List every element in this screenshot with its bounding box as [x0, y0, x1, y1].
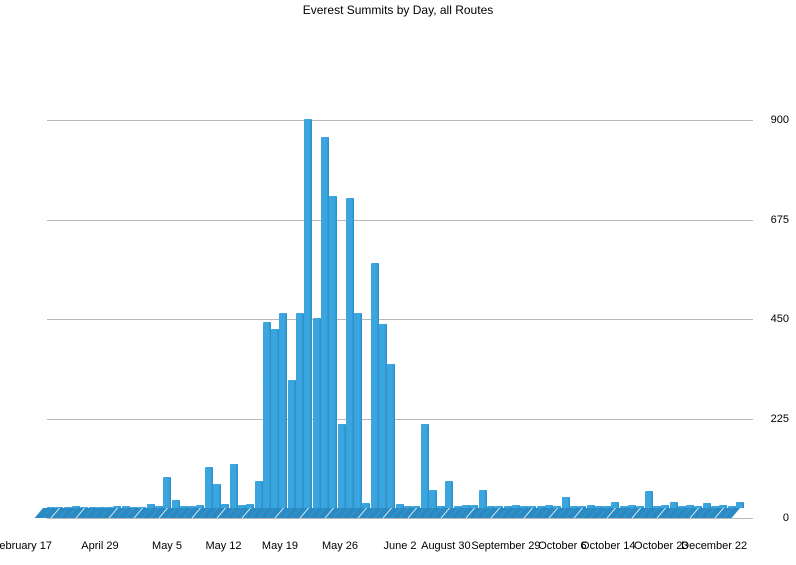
y-tick-label: 675	[771, 214, 789, 226]
bar-top	[279, 313, 287, 508]
bar-top	[387, 364, 395, 508]
bar-top	[213, 484, 221, 508]
y-tick-label: 225	[771, 413, 789, 425]
bar-top	[288, 380, 296, 508]
bar-top	[562, 497, 570, 508]
x-tick-label: May 12	[205, 540, 241, 552]
bar-top	[255, 481, 263, 508]
bar-top	[421, 424, 429, 508]
bar	[736, 502, 744, 518]
bar-top	[329, 196, 337, 508]
chart-title: Everest Summits by Day, all Routes	[0, 3, 796, 17]
bars-container	[47, 120, 753, 518]
bar-top	[645, 491, 653, 508]
x-tick-label: May 19	[262, 540, 298, 552]
bar	[313, 318, 321, 518]
bar-top	[338, 424, 346, 508]
x-tick-label: June 2	[383, 540, 416, 552]
x-tick-label: April 29	[81, 540, 118, 552]
bar-top	[230, 464, 238, 508]
bar	[338, 424, 346, 518]
bar-top	[296, 313, 304, 508]
x-tick-label: December 22	[681, 540, 747, 552]
bar-top	[172, 500, 180, 508]
bar	[288, 380, 296, 518]
chart-plot-area: 0225450675900	[47, 120, 753, 518]
bar	[371, 263, 379, 518]
x-axis-ticks: February 17April 29May 5May 12May 19May …	[47, 540, 753, 560]
bar-top	[354, 313, 362, 508]
bar	[304, 119, 312, 518]
x-tick-label: May 26	[322, 540, 358, 552]
bar-top	[321, 137, 329, 508]
x-tick-label: September 29	[471, 540, 540, 552]
bar-top	[271, 329, 279, 508]
bar	[387, 364, 395, 518]
x-tick-label: August 30	[421, 540, 471, 552]
gridline	[47, 518, 753, 519]
y-tick-label: 450	[771, 313, 789, 325]
bar-top	[445, 481, 453, 508]
bar	[271, 329, 279, 518]
x-tick-label: October 6	[538, 540, 586, 552]
bar	[346, 198, 354, 518]
x-tick-label: May 5	[152, 540, 182, 552]
x-tick-label: February 17	[0, 540, 52, 552]
bar-top	[479, 490, 487, 508]
y-tick-label: 0	[783, 512, 789, 524]
bar	[329, 196, 337, 518]
bar	[296, 313, 304, 518]
bar-top	[263, 322, 271, 508]
bar-top	[205, 467, 213, 508]
bar	[279, 313, 287, 518]
y-tick-label: 900	[771, 114, 789, 126]
bar-top	[429, 490, 437, 508]
bar	[263, 322, 271, 518]
bar-top	[346, 198, 354, 508]
bar	[379, 324, 387, 518]
bar-top	[304, 119, 312, 508]
bar-top	[313, 318, 321, 508]
bar	[321, 137, 329, 518]
bar	[354, 313, 362, 518]
x-tick-label: October 14	[581, 540, 635, 552]
bar-top	[371, 263, 379, 508]
bar-top	[163, 477, 171, 508]
bar-top	[379, 324, 387, 508]
bar	[421, 424, 429, 518]
